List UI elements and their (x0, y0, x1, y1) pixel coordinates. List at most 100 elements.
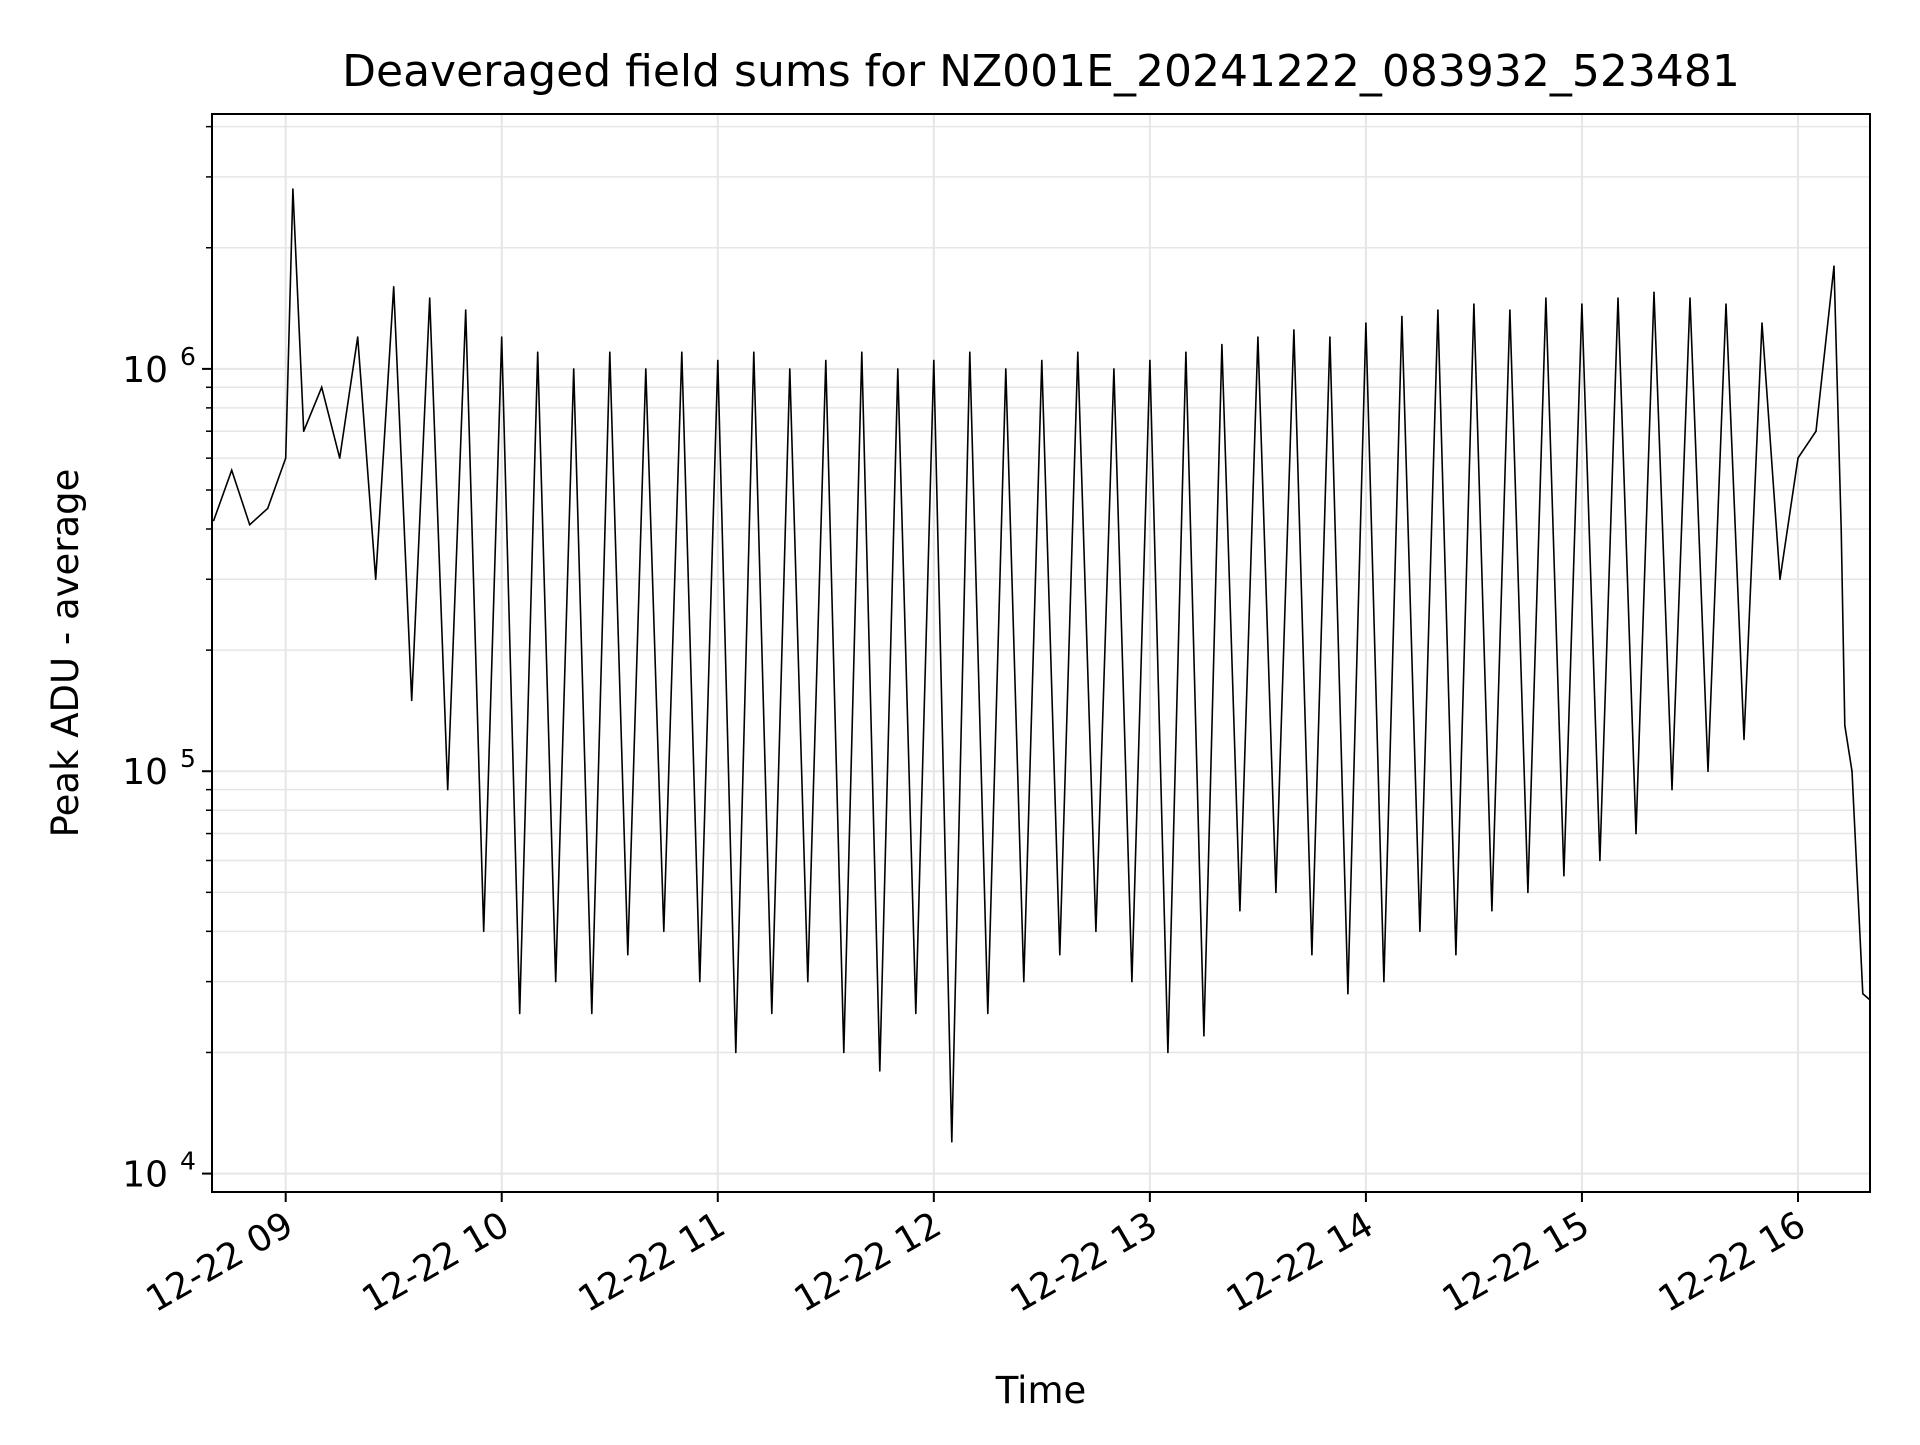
data-point (591, 1012, 593, 1015)
data-point (1455, 953, 1457, 956)
data-point (1545, 297, 1547, 299)
data-point (843, 1051, 845, 1054)
data-point (879, 1070, 881, 1072)
data-point (825, 359, 827, 362)
data-point (1149, 359, 1151, 362)
data-point (1844, 724, 1846, 727)
y-tick-label: 10 (122, 350, 168, 391)
data-point (1797, 457, 1799, 459)
data-point (428, 297, 431, 299)
data-point (410, 699, 413, 702)
data-point (1365, 322, 1367, 324)
data-point (292, 188, 294, 190)
data-point (1761, 322, 1763, 324)
data-point (1689, 297, 1691, 299)
data-point (915, 1012, 917, 1015)
y-tick-label-exponent: 4 (180, 1147, 196, 1176)
data-point (609, 351, 611, 354)
data-point (1833, 265, 1835, 268)
x-axis-label: Time (995, 1369, 1087, 1412)
chart-title: Deaveraged field sums for NZ001E_2024122… (342, 46, 1740, 97)
y-tick-label: 10 (122, 1155, 168, 1196)
data-point (248, 523, 251, 526)
data-point (1815, 430, 1817, 433)
data-point (1239, 910, 1241, 912)
data-point (1743, 738, 1745, 741)
data-point (482, 930, 485, 933)
data-point (1383, 980, 1385, 983)
data-point (1311, 953, 1313, 956)
data-point (500, 336, 503, 338)
data-point (536, 351, 539, 354)
data-point (320, 386, 323, 389)
data-point (392, 286, 395, 288)
data-point (1023, 980, 1025, 983)
y-axis-label: Peak ADU - average (44, 469, 87, 838)
data-point (1203, 1035, 1205, 1037)
data-point (1095, 930, 1097, 933)
data-point (464, 309, 467, 311)
data-point (1419, 930, 1421, 933)
data-point (1113, 368, 1115, 370)
data-point (717, 359, 719, 362)
data-point (1851, 770, 1853, 772)
data-point (663, 930, 665, 933)
data-point (987, 1012, 989, 1015)
plot-layer (212, 188, 1870, 1143)
data-point (1862, 992, 1864, 995)
data-point (1617, 297, 1619, 299)
data-point (1059, 953, 1061, 956)
data-point (807, 980, 809, 983)
data-point (374, 578, 377, 581)
data-point (1131, 980, 1133, 983)
data-point (1329, 336, 1331, 338)
data-point (753, 351, 755, 354)
data-point (1671, 788, 1673, 791)
data-point (1707, 770, 1709, 772)
data-point (1779, 578, 1781, 581)
y-tick-label: 10 (122, 752, 168, 793)
data-point (266, 507, 269, 510)
data-point (933, 359, 935, 362)
data-point (1185, 351, 1187, 354)
data-point (1599, 859, 1601, 862)
data-point (951, 1140, 953, 1143)
data-point (699, 980, 701, 983)
data-point (1167, 1051, 1169, 1054)
data-point (518, 1012, 521, 1015)
data-point (212, 519, 215, 522)
data-point (230, 469, 233, 472)
data-point (572, 368, 575, 370)
data-point (1041, 359, 1043, 362)
data-point (1401, 315, 1403, 318)
data-point (338, 457, 341, 459)
data-point (1635, 832, 1637, 835)
data-point (554, 980, 557, 983)
data-point (1653, 291, 1655, 294)
data-point (1347, 992, 1349, 995)
data-point (645, 368, 647, 370)
y-tick-label-exponent: 6 (180, 342, 196, 371)
data-point (735, 1051, 737, 1054)
data-point (1293, 329, 1295, 331)
data-point (1077, 351, 1079, 354)
y-tick-label-exponent: 5 (180, 744, 196, 773)
data-point (1491, 910, 1493, 912)
data-point (446, 788, 449, 791)
data-point (1563, 874, 1565, 877)
data-point (284, 457, 287, 459)
data-point (1473, 303, 1475, 305)
data-point (897, 368, 899, 370)
data-point (771, 1012, 773, 1015)
data-point (1005, 368, 1007, 370)
data-point (1221, 343, 1223, 346)
data-point (969, 351, 971, 354)
data-point (1509, 309, 1511, 311)
data-point (1527, 891, 1529, 894)
data-point (1257, 336, 1259, 338)
data-point (1725, 303, 1727, 305)
data-point (356, 336, 359, 338)
